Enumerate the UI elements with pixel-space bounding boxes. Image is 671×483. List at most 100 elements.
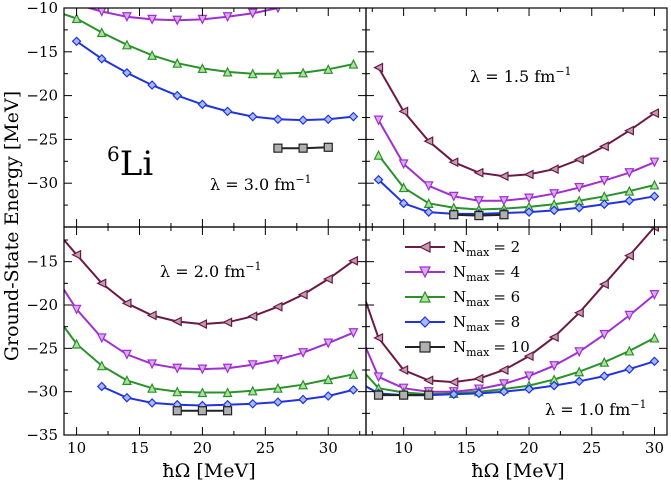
legend-label: Nmax = 10 xyxy=(453,338,530,359)
legend-label: Nmax = 6 xyxy=(453,288,520,309)
data-point-nmax-6 xyxy=(348,368,359,379)
data-point-nmax-6 xyxy=(96,27,107,38)
x-tick-label: 20 xyxy=(519,439,538,457)
data-point-nmax-8 xyxy=(71,36,82,47)
data-point-nmax-4 xyxy=(121,12,132,23)
x-tick-label: 25 xyxy=(582,439,601,457)
data-point-nmax-2 xyxy=(498,365,509,375)
data-point-nmax-8 xyxy=(222,106,233,117)
legend-marker xyxy=(419,290,431,303)
x-tick-label: 20 xyxy=(193,439,212,457)
data-point-nmax-8 xyxy=(323,391,334,401)
data-point-nmax-8 xyxy=(122,392,132,403)
lambda-label: λ = 1.5 fm−1 xyxy=(470,65,572,86)
data-point-nmax-4 xyxy=(473,196,484,207)
legend-marker xyxy=(419,316,431,328)
data-point-nmax-6 xyxy=(649,179,660,190)
y-tick-label: −10 xyxy=(26,0,58,17)
data-point-nmax-4 xyxy=(498,196,509,207)
data-point-nmax-8 xyxy=(524,384,534,394)
data-point-nmax-4 xyxy=(97,8,107,17)
data-point-nmax-2 xyxy=(71,249,82,260)
data-point-nmax-4 xyxy=(398,159,409,170)
data-point-nmax-2 xyxy=(498,171,509,182)
data-point-nmax-4 xyxy=(197,364,208,375)
x-axis-label-right: ħΩ [MeV] xyxy=(471,460,564,482)
data-point-nmax-8 xyxy=(649,356,660,367)
data-point-nmax-8 xyxy=(373,174,384,185)
y-tick-label: −30 xyxy=(26,174,58,192)
data-point-nmax-8 xyxy=(549,205,559,216)
data-point-nmax-10 xyxy=(373,390,384,400)
legend-label: Nmax = 8 xyxy=(453,313,520,334)
data-point-nmax-2 xyxy=(171,316,182,327)
data-point-nmax-6 xyxy=(348,58,359,69)
data-point-nmax-6 xyxy=(349,356,357,364)
data-point-nmax-6 xyxy=(71,338,82,349)
series-line-nmax-4 xyxy=(85,8,279,22)
data-point-nmax-4 xyxy=(524,371,535,382)
y-tick-label: −25 xyxy=(26,339,58,357)
data-point-nmax-8 xyxy=(96,381,107,392)
legend: Nmax = 2 Nmax = 4 Nmax = 6 Nmax = 8 Nmax = 10 xyxy=(405,238,530,359)
data-point-nmax-8 xyxy=(574,202,585,213)
data-point-nmax-4 xyxy=(172,15,183,26)
panel-top-right: λ = 1.5 fm−1 xyxy=(365,7,668,228)
data-point-nmax-8 xyxy=(247,398,258,409)
data-point-nmax-8 xyxy=(197,99,208,110)
data-point-nmax-2 xyxy=(624,125,634,136)
legend-marker xyxy=(418,241,431,253)
lambda-label: λ = 1.0 fm−1 xyxy=(545,398,647,419)
data-point-nmax-8 xyxy=(147,80,157,90)
data-point-nmax-2 xyxy=(322,274,333,284)
lambda-label: λ = 3.0 fm−1 xyxy=(210,173,312,194)
data-point-nmax-10 xyxy=(474,211,484,221)
data-point-nmax-4 xyxy=(448,191,459,202)
data-point-nmax-6 xyxy=(96,360,107,371)
data-point-nmax-6 xyxy=(147,49,158,60)
data-point-nmax-6 xyxy=(272,68,283,79)
data-point-nmax-4 xyxy=(624,168,635,179)
data-point-nmax-4 xyxy=(147,359,158,370)
legend-entry-nmax-10: Nmax = 10 xyxy=(405,338,530,359)
data-point-nmax-4 xyxy=(649,290,660,300)
series-line-nmax-8 xyxy=(76,40,354,122)
panel-frame xyxy=(365,226,668,436)
data-point-nmax-6 xyxy=(298,67,309,78)
data-point-nmax-8 xyxy=(524,207,534,217)
legend-marker xyxy=(419,266,431,279)
data-point-nmax-6 xyxy=(398,182,409,193)
data-point-nmax-8 xyxy=(423,207,434,217)
data-point-nmax-2 xyxy=(398,106,409,117)
series-line-nmax-6 xyxy=(377,154,655,211)
data-point-nmax-6 xyxy=(649,332,660,343)
data-point-nmax-6 xyxy=(197,63,208,74)
data-point-nmax-6 xyxy=(373,149,384,160)
data-point-nmax-4 xyxy=(172,363,183,374)
data-point-nmax-6 xyxy=(121,375,132,385)
data-point-nmax-4 xyxy=(323,338,334,349)
panel-frame xyxy=(365,7,668,228)
data-point-nmax-6 xyxy=(323,374,334,385)
data-point-nmax-4 xyxy=(373,372,384,383)
data-point-nmax-8 xyxy=(172,90,183,101)
data-point-nmax-8 xyxy=(298,115,308,125)
x-tick-label: 10 xyxy=(67,439,86,457)
data-point-nmax-6 xyxy=(71,13,82,24)
data-point-nmax-6 xyxy=(323,63,334,74)
data-point-nmax-2 xyxy=(523,169,534,180)
data-point-nmax-4 xyxy=(599,175,610,186)
data-point-nmax-4 xyxy=(349,315,357,323)
series-line-nmax-4 xyxy=(64,287,354,371)
panel-frame xyxy=(63,226,367,436)
data-point-nmax-2 xyxy=(247,311,258,322)
data-point-nmax-10 xyxy=(197,406,208,416)
data-point-nmax-8 xyxy=(298,394,308,405)
data-point-nmax-10 xyxy=(323,142,333,152)
data-point-nmax-2 xyxy=(523,351,534,362)
data-point-nmax-8 xyxy=(624,364,635,374)
data-point-nmax-8 xyxy=(247,111,258,122)
data-point-nmax-6 xyxy=(147,382,158,393)
data-point-nmax-6 xyxy=(574,366,585,377)
data-point-nmax-4 xyxy=(222,363,233,374)
